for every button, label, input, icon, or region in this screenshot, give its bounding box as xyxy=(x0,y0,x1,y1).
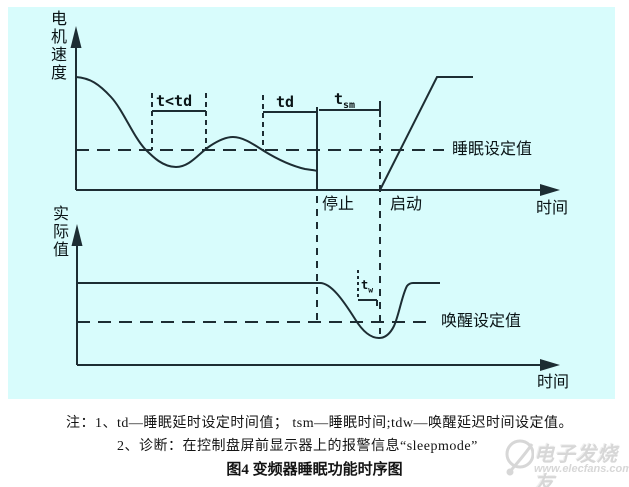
td-label: td xyxy=(276,93,295,111)
tsm-base: t xyxy=(334,90,344,108)
bottom-x-axis-arrow-icon xyxy=(540,359,560,371)
bottom-y-axis-label: 实际值 xyxy=(50,205,67,259)
tw-label: tw xyxy=(361,278,373,294)
tsm-label: tsm xyxy=(334,90,355,111)
bottom-y-axis-arrow-icon xyxy=(71,224,83,246)
note-line-2: 2、诊断：在控制盘屏前显示器上的报警信息“sleepmode” xyxy=(117,439,478,454)
start-label: 启动 xyxy=(390,196,423,213)
top-y-axis-arrow-icon xyxy=(70,26,82,48)
stop-label: 停止 xyxy=(322,196,355,213)
restart-ramp-curve xyxy=(379,76,473,191)
tw-bracket xyxy=(358,299,378,306)
wake-threshold-label: 唤醒设定值 xyxy=(441,313,522,330)
watermark-site-name: 电子发烧友 xyxy=(534,444,618,487)
motor-speed-curve xyxy=(75,76,318,190)
top-x-axis-label: 时间 xyxy=(536,200,569,217)
watermark-site-url: www.elecfans.com xyxy=(534,463,629,475)
t-lt-td-label: t<td xyxy=(156,92,193,110)
diagram-panel xyxy=(8,7,615,399)
top-x-axis-arrow-icon xyxy=(540,184,560,196)
bottom-x-axis-label: 时间 xyxy=(537,374,570,391)
top-y-axis-label: 电机速度 xyxy=(48,10,65,82)
tw-sub: w xyxy=(368,285,374,295)
elecfans-logo-icon xyxy=(505,439,534,476)
actual-value-curve xyxy=(77,282,440,340)
note-line-1: 注：1、td—睡眠延时设定时间值； tsm—睡眠时间;tdw—唤醒延迟时间设定值… xyxy=(66,416,574,431)
tw-base: t xyxy=(361,278,369,292)
tsm-sub: sm xyxy=(343,100,356,111)
watermark: 电子发烧友 www.elecfans.com xyxy=(500,430,629,487)
figure-caption: 图4 变频器睡眠功能时序图 xyxy=(226,462,403,478)
sleep-threshold-label: 睡眠设定值 xyxy=(452,141,533,158)
